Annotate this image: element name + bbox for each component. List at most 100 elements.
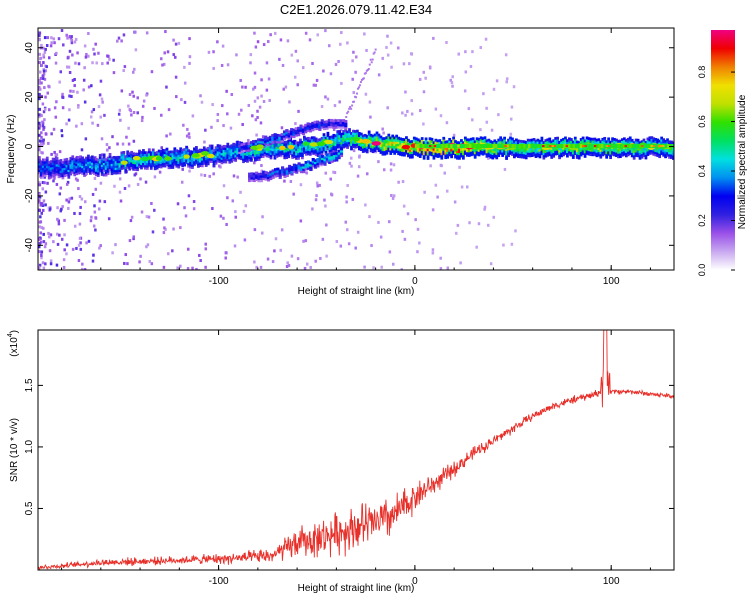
spectrogram-cell xyxy=(45,167,49,171)
snr-y-multiplier: (x104) xyxy=(7,330,20,357)
spectrogram-cell xyxy=(150,262,154,266)
spectrogram-cell xyxy=(242,142,247,146)
spectrogram-cell xyxy=(332,158,336,162)
spectrogram-cell xyxy=(314,146,318,150)
spectrogram-cell xyxy=(83,165,86,168)
spectrogram-cell xyxy=(381,137,385,141)
spectrogram-cell xyxy=(296,83,299,87)
spectrogram-cell xyxy=(172,38,175,42)
spectrogram-cell xyxy=(432,156,436,160)
spectrogram-cell xyxy=(445,189,449,193)
spectrogram-cell xyxy=(408,62,411,66)
spectrogram-cell xyxy=(477,222,481,226)
spectrogram-cell xyxy=(285,171,289,175)
spectrogram-cell xyxy=(392,262,395,266)
spectrogram-cell xyxy=(577,147,581,151)
spectrogram-cell xyxy=(269,154,273,158)
spectrogram-cell xyxy=(155,153,159,157)
spectrogram-cell xyxy=(38,167,41,170)
spectrogram-cell xyxy=(48,249,52,253)
spectrogram-cell xyxy=(160,113,163,117)
spectrogram-cell xyxy=(485,152,489,156)
spectrogram-cell xyxy=(395,143,399,147)
spectrogram-cell xyxy=(57,37,61,41)
spectrogram-cell xyxy=(304,139,308,143)
spectrogram-cell xyxy=(285,169,289,173)
spectrogram-cell xyxy=(397,150,400,153)
spectrogram-cell xyxy=(579,144,583,149)
spectrogram-cell xyxy=(414,139,418,143)
spectrogram-cell xyxy=(491,154,495,158)
spectrogram-cell xyxy=(245,142,249,146)
spectrogram-cell xyxy=(61,174,65,178)
spectrogram-cell xyxy=(265,152,269,156)
spectrogram-cell xyxy=(240,143,244,147)
spectrogram-cell xyxy=(116,162,120,166)
spectrogram-cell xyxy=(220,150,224,154)
spectrogram-cell xyxy=(293,150,296,154)
spectrogram-cell xyxy=(224,156,228,159)
spectrogram-cell xyxy=(430,140,434,143)
spectrogram-cell xyxy=(603,148,607,151)
spectrogram-cell xyxy=(558,147,561,151)
spectrogram-cell xyxy=(155,151,159,154)
spectrogram-cell xyxy=(299,170,304,174)
spectrogram-cell xyxy=(530,138,534,142)
spectrogram-cell xyxy=(301,140,304,144)
spectrogram-cell xyxy=(67,65,71,69)
spectrogram-cell xyxy=(208,144,212,148)
spectrogram-cell xyxy=(319,256,322,260)
spectrogram-cell xyxy=(259,155,263,159)
colorbar-tick-label: 0.6 xyxy=(697,115,707,128)
spectrogram-cell xyxy=(650,149,654,153)
spectrogram-cell xyxy=(49,166,53,170)
spectrogram-cell xyxy=(335,156,339,160)
spectrogram-cell xyxy=(512,85,516,89)
spectrogram-cell xyxy=(407,152,410,155)
spectrogram-cell xyxy=(128,156,132,160)
spectrogram-cell xyxy=(96,123,100,127)
spectrogram-cell xyxy=(516,152,520,156)
spectrogram-cell xyxy=(379,135,383,139)
spectrogram-cell xyxy=(407,138,410,142)
spectrogram-cell xyxy=(589,151,593,154)
spectrogram-cell xyxy=(332,138,336,142)
spectrogram-cell xyxy=(280,135,284,139)
spectrogram-cell xyxy=(367,134,371,138)
spectrogram-cell xyxy=(65,252,68,256)
spectrogram-cell xyxy=(320,139,324,142)
spectrogram-cell xyxy=(292,163,296,167)
spectrogram-cell xyxy=(260,164,263,168)
spectrogram-cell xyxy=(286,39,290,43)
spectrogram-cell xyxy=(632,147,636,151)
spectrogram-cell xyxy=(507,138,510,142)
spectrogram-cell xyxy=(203,140,206,144)
spectrogram-cell xyxy=(334,121,338,125)
spectrogram-cell xyxy=(544,144,548,149)
spectrogram-cell xyxy=(469,148,473,152)
spectrogram-cell xyxy=(40,256,43,260)
spectrogram-cell xyxy=(626,142,630,146)
spectrogram-cell xyxy=(236,149,240,153)
spectrogram-cell xyxy=(314,198,318,202)
spectrogram-cell xyxy=(548,137,552,141)
spectrogram-cell xyxy=(603,144,607,149)
spectrogram-cell xyxy=(318,147,322,150)
spectrogram-cell xyxy=(524,152,528,155)
spectrogram-cell xyxy=(299,131,303,135)
spectrogram-cell xyxy=(458,150,461,154)
spectrogram-cell xyxy=(183,150,187,154)
spectrogram-cell xyxy=(250,150,253,153)
spectrogram-cell xyxy=(497,140,501,144)
spectrogram-cell xyxy=(96,174,100,177)
spectrogram-cell xyxy=(145,151,149,155)
spectrogram-cell xyxy=(140,166,143,170)
spectrogram-cell xyxy=(587,150,591,154)
spectrogram-cell xyxy=(226,153,230,157)
spectrogram-cell xyxy=(102,153,106,157)
spectrogram-cell xyxy=(122,33,126,37)
spectrogram-cell xyxy=(292,135,296,139)
spectrogram-cell xyxy=(391,147,395,151)
spectrogram-cell xyxy=(234,150,238,153)
spectrogram-cell xyxy=(273,154,277,158)
